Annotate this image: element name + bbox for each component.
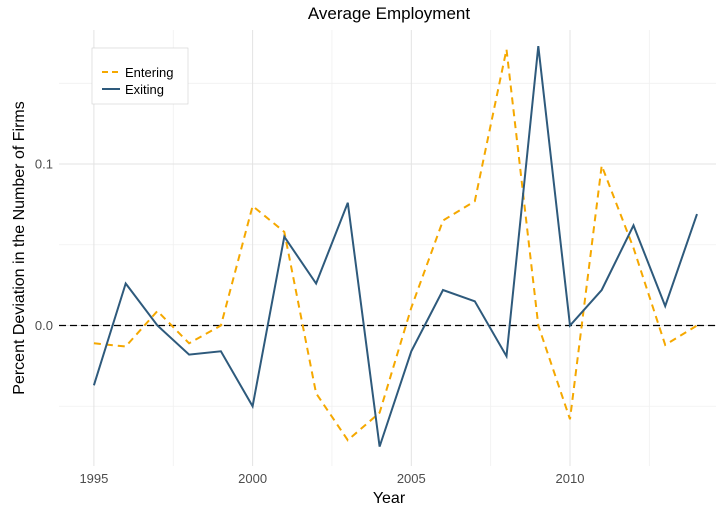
x-axis-label: Year [373,490,406,507]
series-line-entering [93,49,698,442]
y-axis-label: Percent Deviation in the Number of Firms [11,101,28,394]
legend: Entering Exiting [91,47,189,105]
y-tick-label: 0.0 [35,318,53,333]
legend-label-exiting: Exiting [125,82,164,97]
legend-label-entering: Entering [125,65,173,80]
series-line-exiting [92,45,698,447]
major-gridlines [59,30,716,466]
x-tick-label: 2005 [397,471,426,486]
x-tick-label: 1995 [79,471,108,486]
x-tick-label: 2000 [238,471,267,486]
y-axis-ticks: 0.0 0.1 [35,157,53,333]
x-axis-ticks: 1995 2000 2005 2010 [79,471,584,486]
chart-title: Average Employment [308,4,470,23]
y-tick-label: 0.1 [35,157,53,172]
series-lines [92,45,698,447]
x-tick-label: 2010 [556,471,585,486]
legend-box [91,47,189,105]
